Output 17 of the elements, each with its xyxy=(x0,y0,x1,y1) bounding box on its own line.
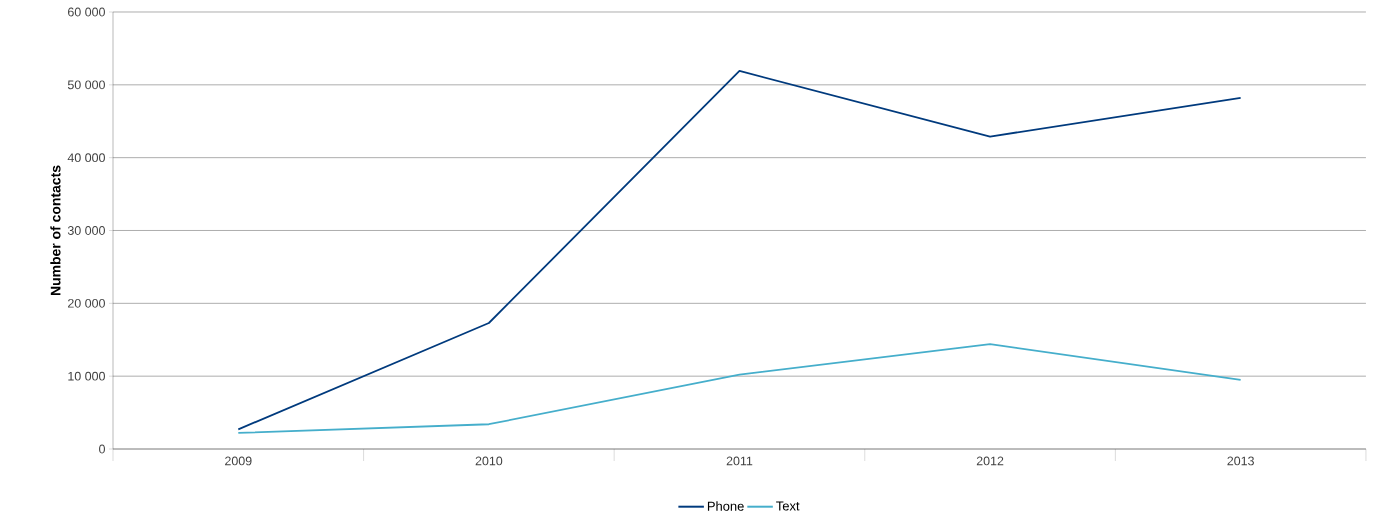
y-tick-label: 40 000 xyxy=(67,153,105,163)
y-tick-label: 20 000 xyxy=(68,298,105,308)
legend-label: Text xyxy=(776,501,800,511)
x-tick-label: 2011 xyxy=(726,456,753,466)
x-tick-label: 2009 xyxy=(225,456,252,466)
y-tick-label: 10 000 xyxy=(68,371,105,381)
x-tick-label: 2012 xyxy=(976,456,1004,466)
y-tick-label: 30 000 xyxy=(67,226,105,235)
line-series xyxy=(237,70,1242,431)
line-series xyxy=(237,343,1242,434)
y-axis-title: Number of contacts xyxy=(50,165,61,296)
x-tick-label: 2010 xyxy=(475,456,503,466)
x-tick-label: 2013 xyxy=(1227,456,1254,466)
legend-label: Phone xyxy=(707,501,744,511)
y-tick-label: 0 xyxy=(99,444,105,454)
y-tick-label: 50 000 xyxy=(67,80,105,90)
y-tick-label: 60 000 xyxy=(68,7,105,17)
